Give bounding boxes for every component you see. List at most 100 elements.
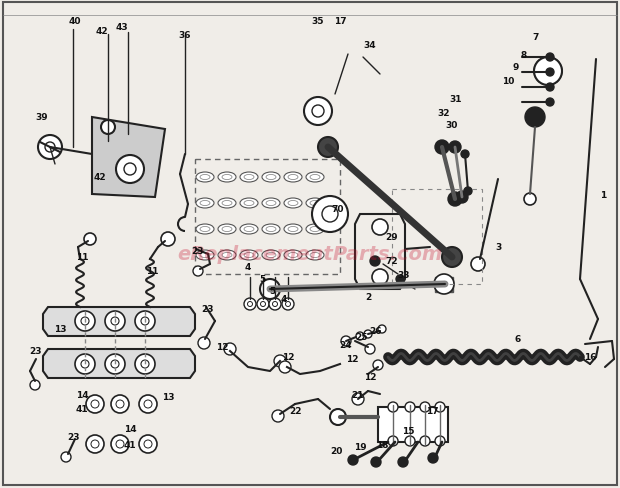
Ellipse shape <box>266 253 276 258</box>
Text: 35: 35 <box>312 18 324 26</box>
Text: 42: 42 <box>94 173 106 182</box>
Text: 40: 40 <box>69 18 81 26</box>
Ellipse shape <box>288 201 298 206</box>
Circle shape <box>388 436 398 446</box>
Ellipse shape <box>288 227 298 232</box>
Ellipse shape <box>218 224 236 235</box>
Circle shape <box>420 436 430 446</box>
Ellipse shape <box>284 250 302 261</box>
Polygon shape <box>92 118 165 198</box>
Ellipse shape <box>284 199 302 208</box>
Text: 10: 10 <box>502 77 514 86</box>
Text: 9: 9 <box>513 63 519 72</box>
Circle shape <box>81 317 89 325</box>
Circle shape <box>282 298 294 310</box>
Text: 4: 4 <box>281 295 287 304</box>
Circle shape <box>525 108 545 128</box>
Text: 14: 14 <box>123 425 136 434</box>
Circle shape <box>304 98 332 126</box>
Ellipse shape <box>262 250 280 261</box>
Circle shape <box>86 435 104 453</box>
Circle shape <box>38 136 62 160</box>
Text: 25: 25 <box>356 333 368 342</box>
Ellipse shape <box>266 201 276 206</box>
Ellipse shape <box>196 199 214 208</box>
Circle shape <box>139 435 157 453</box>
Bar <box>195 160 340 274</box>
Ellipse shape <box>240 250 258 261</box>
Text: 22: 22 <box>290 407 303 416</box>
Circle shape <box>428 453 438 463</box>
Circle shape <box>405 436 415 446</box>
Text: 20: 20 <box>330 447 342 456</box>
Text: 23: 23 <box>192 247 204 256</box>
Circle shape <box>464 187 472 196</box>
Circle shape <box>260 302 265 307</box>
Circle shape <box>86 395 104 413</box>
Circle shape <box>91 400 99 408</box>
Circle shape <box>193 266 203 276</box>
Circle shape <box>269 298 281 310</box>
Text: 17: 17 <box>334 18 347 26</box>
Circle shape <box>372 269 388 285</box>
Bar <box>378 407 448 442</box>
Circle shape <box>461 151 469 159</box>
Text: 6: 6 <box>515 335 521 344</box>
Circle shape <box>435 141 449 155</box>
Circle shape <box>373 360 383 370</box>
Circle shape <box>352 393 364 405</box>
Text: 2: 2 <box>365 293 371 302</box>
Circle shape <box>105 354 125 374</box>
Text: 26: 26 <box>370 327 383 336</box>
Ellipse shape <box>266 227 276 232</box>
Circle shape <box>378 325 386 333</box>
Circle shape <box>272 410 284 422</box>
Text: 34: 34 <box>364 41 376 49</box>
Text: 39: 39 <box>36 113 48 122</box>
Circle shape <box>546 69 554 77</box>
Circle shape <box>285 302 291 307</box>
Text: 42: 42 <box>95 27 108 37</box>
Ellipse shape <box>306 224 324 235</box>
Text: 24: 24 <box>340 340 352 349</box>
Circle shape <box>442 247 462 267</box>
Circle shape <box>524 194 536 205</box>
Text: 18: 18 <box>376 440 388 448</box>
Circle shape <box>341 336 351 346</box>
Text: 11: 11 <box>146 267 158 276</box>
Ellipse shape <box>240 199 258 208</box>
Circle shape <box>365 345 375 354</box>
Ellipse shape <box>262 199 280 208</box>
Text: 43: 43 <box>116 23 128 32</box>
Text: 12: 12 <box>364 373 376 382</box>
Text: 19: 19 <box>353 443 366 451</box>
Text: 23: 23 <box>68 433 80 442</box>
Circle shape <box>105 147 111 153</box>
Text: 36: 36 <box>179 30 191 40</box>
Text: 4: 4 <box>245 263 251 272</box>
Text: 23: 23 <box>202 305 215 314</box>
Text: 17: 17 <box>426 407 438 416</box>
Ellipse shape <box>310 227 320 232</box>
Circle shape <box>273 302 278 307</box>
Ellipse shape <box>218 250 236 261</box>
Bar <box>435 278 453 292</box>
Circle shape <box>279 361 291 373</box>
Circle shape <box>135 311 155 331</box>
Ellipse shape <box>244 201 254 206</box>
Circle shape <box>244 298 256 310</box>
Circle shape <box>257 298 269 310</box>
Circle shape <box>471 258 485 271</box>
Polygon shape <box>43 349 195 378</box>
Circle shape <box>534 58 562 86</box>
Circle shape <box>124 163 136 176</box>
Circle shape <box>116 400 124 408</box>
Text: 11: 11 <box>76 253 88 262</box>
Circle shape <box>75 311 95 331</box>
Circle shape <box>274 355 286 367</box>
Text: 41: 41 <box>123 440 136 448</box>
Ellipse shape <box>244 227 254 232</box>
Circle shape <box>370 257 380 266</box>
Circle shape <box>372 220 388 236</box>
Text: 12: 12 <box>216 343 228 352</box>
